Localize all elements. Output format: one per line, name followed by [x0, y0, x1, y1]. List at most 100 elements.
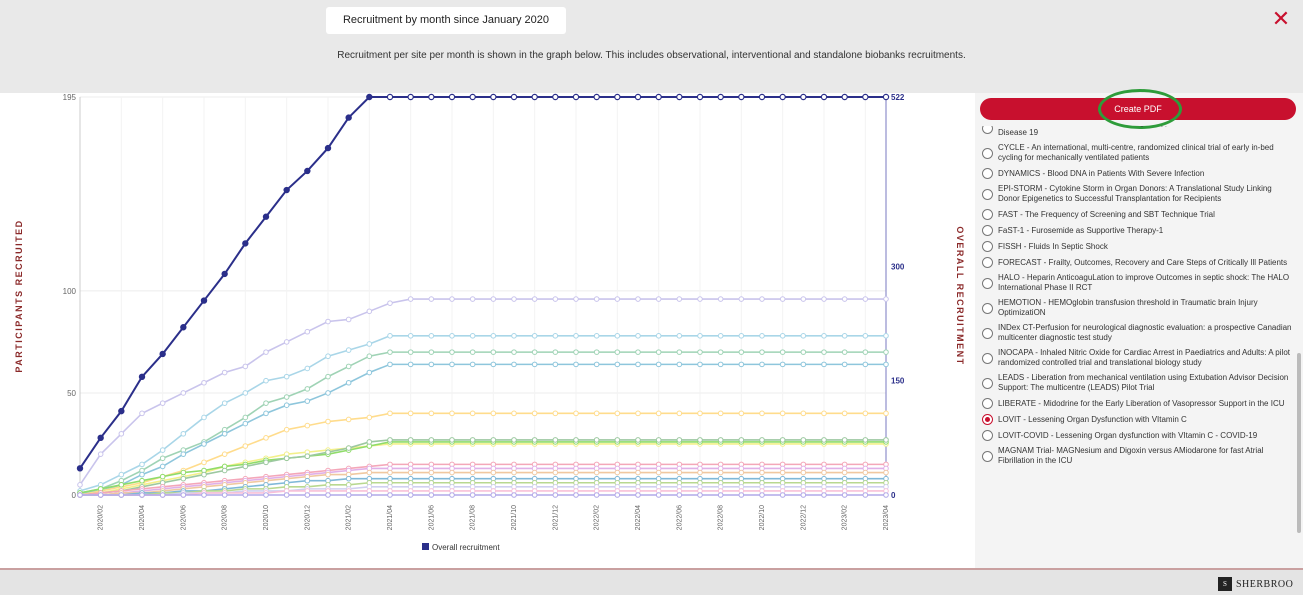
series-point	[118, 492, 125, 498]
series-point	[841, 333, 848, 339]
study-list-item[interactable]: LOVIT - Lessening Organ Dysfunction with…	[980, 412, 1292, 428]
series-point	[77, 492, 83, 498]
series-point	[635, 361, 641, 368]
series-point	[531, 349, 538, 355]
series-point	[676, 333, 683, 339]
study-list-item[interactable]: FORECAST - Frailty, Outcomes, Recovery a…	[980, 255, 1292, 271]
series-point	[759, 469, 765, 476]
radio-button[interactable]	[982, 209, 993, 220]
tab-recruitment-by-month[interactable]: Recruitment by month since January 2020	[326, 7, 566, 34]
study-list-item[interactable]: LIBERATE - Midodrine for the Early Liber…	[980, 396, 1292, 412]
series-point	[345, 379, 352, 386]
study-list-item[interactable]: EPI-STORM - Cytokine Storm in Organ Dono…	[980, 182, 1292, 207]
radio-button[interactable]	[982, 147, 993, 159]
series-point	[821, 361, 827, 368]
study-list-item[interactable]: LEADS - Liberation from mechanical venti…	[980, 371, 1292, 396]
close-icon[interactable]: ✕	[1271, 6, 1291, 31]
series-point	[593, 469, 600, 476]
radio-button[interactable]	[982, 188, 993, 200]
radio-button[interactable]	[982, 352, 993, 364]
study-list-item[interactable]: COVI-PRONE - Awake Prone Positioning of …	[980, 126, 1292, 141]
series-point	[490, 469, 497, 476]
study-label: DYNAMICS - Blood DNA in Patients With Se…	[998, 168, 1205, 178]
create-pdf-button[interactable]: Create PDF	[980, 98, 1296, 120]
series-point	[676, 469, 683, 476]
radio-button[interactable]	[982, 414, 993, 425]
series-point	[531, 361, 538, 368]
study-list-item[interactable]: LOVIT-COVID - Lessening Organ dysfunctio…	[980, 428, 1292, 444]
series-point	[304, 386, 311, 392]
radio-button[interactable]	[982, 241, 993, 252]
series-point	[614, 437, 621, 443]
series-point	[593, 361, 600, 368]
series-line	[79, 351, 886, 494]
study-list-item[interactable]: INOCAPA - Inhaled Nitric Oxide for Cardi…	[980, 346, 1292, 371]
logo-text: SHERBROO	[1236, 578, 1294, 590]
radio-button[interactable]	[982, 225, 993, 236]
series-point	[201, 379, 207, 386]
series-point	[676, 410, 683, 417]
study-label: INOCAPA - Inhaled Nitric Oxide for Cardi…	[998, 348, 1290, 367]
series-point	[304, 492, 311, 498]
study-list-item[interactable]: FAST - The Frequency of Screening and SB…	[980, 207, 1292, 223]
series-point	[759, 296, 765, 302]
study-list[interactable]: COVI-PRONE - Awake Prone Positioning of …	[980, 126, 1292, 568]
series-point	[862, 296, 869, 302]
series-point	[800, 492, 807, 498]
series-line	[79, 443, 886, 496]
study-list-scrollbar[interactable]	[1297, 353, 1301, 533]
series-point	[779, 437, 786, 443]
series-point	[139, 410, 145, 417]
series-point	[717, 437, 724, 443]
study-list-item[interactable]: MAGNAM Trial- MAGNesium and Digoxin vers…	[980, 444, 1292, 469]
x-tick-label: 2020/06	[180, 505, 187, 530]
radio-button[interactable]	[982, 302, 993, 314]
series-point	[841, 492, 848, 498]
series-point	[345, 492, 352, 498]
study-list-item[interactable]: FISSH - Fluids In Septic Shock	[980, 239, 1292, 255]
radio-button[interactable]	[982, 450, 993, 462]
series-point	[263, 435, 269, 441]
radio-button[interactable]	[982, 327, 993, 339]
series-point	[841, 410, 848, 417]
series-point	[469, 492, 476, 498]
study-list-item[interactable]: INDex CT-Perfusion for neurological diag…	[980, 321, 1292, 346]
study-list-item[interactable]: HALO - Heparin AnticoaguLation to improv…	[980, 271, 1292, 296]
series-point	[821, 410, 827, 417]
series-point	[697, 361, 703, 368]
series-point	[779, 492, 786, 498]
series-point	[759, 437, 765, 443]
series-point	[511, 333, 517, 339]
series-point	[573, 349, 579, 355]
series-point	[428, 296, 435, 302]
series-point	[655, 296, 662, 302]
radio-button[interactable]	[982, 257, 993, 268]
series-point	[366, 492, 373, 498]
series-point	[180, 390, 187, 396]
series-point	[779, 469, 786, 476]
radio-button[interactable]	[982, 377, 993, 389]
series-point	[469, 296, 476, 302]
study-list-item[interactable]: FaST-1 - Furosemide as Supportive Therap…	[980, 223, 1292, 239]
study-sidebar: Create PDF COVI-PRONE - Awake Prone Posi…	[975, 89, 1303, 568]
series-point	[449, 410, 455, 417]
series-point	[304, 422, 311, 429]
series-point	[738, 349, 745, 355]
radio-button[interactable]	[982, 398, 993, 409]
series-point	[407, 296, 414, 302]
overall-point	[738, 93, 745, 101]
x-tick-label: 2022/12	[800, 505, 807, 530]
series-point	[676, 349, 683, 355]
study-list-item[interactable]: DYNAMICS - Blood DNA in Patients With Se…	[980, 166, 1292, 182]
series-point	[676, 492, 683, 498]
series-point	[283, 402, 290, 408]
study-list-item[interactable]: HEMOTION - HEMOglobin transfusion thresh…	[980, 296, 1292, 321]
radio-button[interactable]	[982, 126, 993, 134]
radio-button[interactable]	[982, 277, 993, 289]
series-point	[387, 410, 393, 417]
radio-button[interactable]	[982, 168, 993, 179]
radio-button[interactable]	[982, 430, 993, 441]
series-point	[201, 441, 207, 447]
series-point	[573, 437, 579, 443]
study-list-item[interactable]: CYCLE - An international, multi-centre, …	[980, 141, 1292, 166]
